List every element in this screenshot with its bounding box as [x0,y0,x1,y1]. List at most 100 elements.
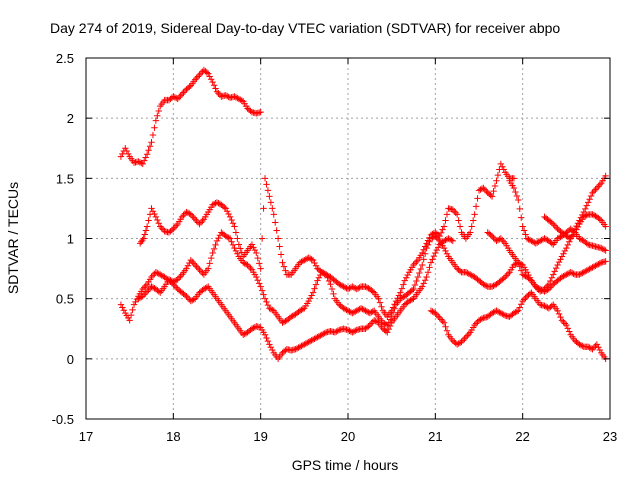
data-point-plus [464,332,471,339]
data-point-plus [410,261,417,269]
data-point-plus [308,292,315,299]
data-point-plus [213,237,221,245]
data-point-plus [407,297,414,304]
data-point-plus [477,316,484,323]
data-point-plus [563,271,570,278]
data-point-plus [305,338,312,346]
data-point-plus [173,284,180,291]
data-point-plus [550,271,557,278]
data-point-plus [354,306,362,314]
data-point-plus [263,298,270,306]
data-point-plus [487,231,494,239]
data-point-plus [596,181,604,188]
data-point-plus [254,277,261,284]
data-point-plus [229,241,237,249]
data-point-plus [209,249,216,257]
y-tick-label: -0.5 [52,412,74,427]
data-point-plus [483,187,490,195]
data-point-plus [494,171,502,179]
data-point-plus [397,295,404,302]
data-point-plus [312,262,320,269]
data-point-plus [350,309,358,316]
data-point-plus [532,283,539,290]
data-point-plus [321,270,328,277]
data-point-plus [171,282,178,290]
data-point-plus [432,232,439,240]
data-point-plus [523,235,531,242]
data-point-plus [264,337,272,345]
data-point-plus [250,244,257,251]
data-point-plus [210,82,218,89]
data-point-plus [536,237,544,245]
data-point-plus [411,260,419,267]
data-point-plus [142,227,150,234]
data-point-plus [170,225,177,233]
data-point-plus [261,175,269,182]
data-point-plus [542,284,550,291]
data-point-plus [586,265,593,273]
data-point-plus [471,211,478,218]
data-point-plus [318,268,325,276]
data-point-plus [557,256,564,263]
chart-title: Day 274 of 2019, Sidereal Day-to-day VTE… [50,20,560,36]
data-point-plus [279,319,286,326]
x-tick-label: 20 [341,429,355,444]
data-point-plus [411,281,419,289]
x-tick-label: 18 [166,429,180,444]
data-point-plus [538,287,545,294]
data-point-plus [225,210,232,218]
data-point-plus [253,249,260,257]
data-point-plus [337,281,344,289]
data-point-plus [558,273,566,281]
data-point-plus [117,153,125,160]
data-point-plus [599,245,606,253]
data-point-plus [592,262,599,269]
data-point-plus [427,259,435,266]
data-point-plus [330,290,337,298]
data-point-plus [136,159,144,166]
data-point-plus [205,265,212,272]
data-point-plus [315,333,323,340]
data-point-plus [269,205,276,212]
data-point-plus [213,88,221,95]
data-point-plus [387,322,394,330]
data-point-plus [513,308,521,315]
data-point-plus [309,256,317,264]
data-point-plus [190,260,197,267]
data-point-plus [548,240,555,247]
data-point-plus [157,223,164,230]
data-point-plus [155,220,162,227]
data-point-plus [177,92,184,99]
data-point-plus [475,317,483,324]
data-point-plus [519,297,526,305]
data-point-plus [384,329,391,336]
data-point-plus [433,246,440,254]
data-point-plus [173,94,180,102]
data-point-plus [264,301,272,309]
data-point-plus [119,150,126,158]
data-point-plus [212,85,219,92]
data-point-plus [222,205,229,212]
data-point-plus [526,290,534,298]
data-point-plus [500,166,507,173]
data-point-plus [453,211,461,218]
data-point-plus [417,265,424,273]
data-point-plus [598,244,605,252]
data-point-plus [223,208,231,215]
data-point-plus [359,305,366,313]
data-point-plus [295,344,302,351]
data-point-plus [338,282,346,290]
data-point-plus [378,303,385,310]
data-point-plus [277,251,285,258]
data-point-plus [357,305,365,312]
series-track-f [484,172,609,295]
data-point-plus [193,217,200,225]
data-point-plus [155,288,162,295]
data-point-plus [257,283,264,290]
data-point-plus [299,257,307,265]
data-point-plus [595,183,602,190]
data-point-plus [440,223,448,230]
data-point-plus [564,325,571,332]
data-point-plus [196,220,203,228]
data-point-plus [583,267,590,274]
